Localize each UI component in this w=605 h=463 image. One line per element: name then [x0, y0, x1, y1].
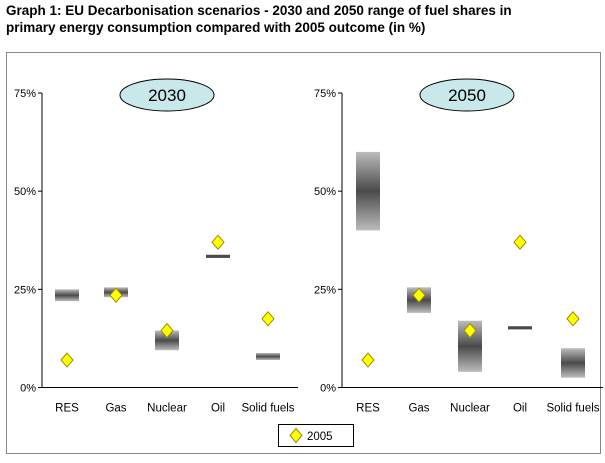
x-tick-label: RES [55, 403, 79, 415]
range-bar-res [55, 289, 79, 302]
range-bar-oil [508, 326, 532, 330]
marker-2005-res [60, 352, 74, 368]
year-badge-2030 [119, 78, 215, 112]
range-bar-oil [206, 254, 230, 258]
x-tick-label: Oil [513, 403, 527, 415]
y-tick-label: 50% [314, 186, 336, 198]
range-bar-res [356, 151, 380, 231]
year-badge-2050 [419, 78, 515, 112]
marker-2005-solid-fuels [261, 311, 275, 327]
marker-2005-nuclear [160, 322, 174, 339]
x-tick-label: Nuclear [450, 403, 490, 415]
x-tick-label: Gas [408, 403, 429, 415]
range-bar-nuclear [155, 330, 179, 351]
y-tick-label: 0% [20, 383, 36, 395]
x-tick-label: Oil [211, 403, 225, 415]
year-badge-label: 2030 [148, 86, 186, 105]
chart-panel-2030: 0% 25% 50% 75% RES Gas Nuclear Oil Solid fuels 20… [14, 78, 298, 415]
marker-2005-res [361, 352, 375, 368]
y-tick-label: 25% [314, 284, 336, 296]
y-tick-label: 0% [320, 383, 336, 395]
figure-frame [6, 52, 601, 454]
y-tick-label: 25% [14, 284, 36, 296]
marker-2005-gas [412, 287, 426, 303]
marker-2005-solid-fuels [566, 311, 580, 327]
title-line-1: Graph 1: EU Decarbonisation scenarios - … [6, 3, 512, 18]
legend-marker-2005 [289, 427, 303, 444]
title-line-2: primary energy consumption compared with… [6, 20, 426, 35]
y-tick-label: 75% [314, 88, 336, 100]
marker-2005-gas [109, 287, 123, 303]
legend: 2005 [278, 424, 354, 447]
range-bar-solid-fuels [561, 348, 585, 378]
x-tick-label: Nuclear [147, 403, 187, 415]
page-title: Graph 1: EU Decarbonisation scenarios - … [6, 2, 601, 36]
chart-panel-2050: 0% 25% 50% 75% RES Gas Nuclear Oil Solid fuels 20… [314, 78, 603, 415]
x-tick-label: Solid fuels [241, 403, 294, 415]
x-tick-label: Gas [105, 403, 126, 415]
year-badge-label: 2050 [448, 86, 486, 105]
y-tick-label: 75% [14, 88, 36, 100]
x-tick-label: Solid fuels [546, 403, 599, 415]
marker-2005-oil [513, 234, 527, 250]
y-tick-label: 50% [14, 186, 36, 198]
marker-2005-nuclear [463, 322, 477, 339]
legend-label-2005: 2005 [307, 431, 333, 443]
range-bar-solid-fuels [256, 352, 280, 361]
x-tick-label: RES [356, 403, 380, 415]
marker-2005-oil [211, 234, 225, 250]
